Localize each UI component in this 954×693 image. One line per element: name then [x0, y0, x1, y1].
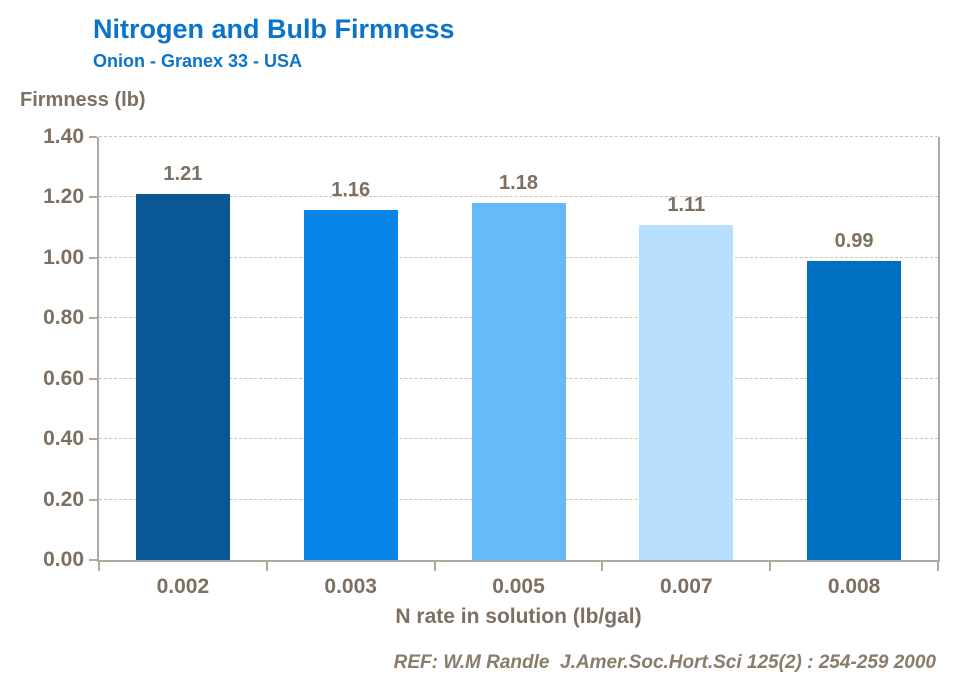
x-axis-tick: [265, 562, 268, 571]
y-axis-title: Firmness (lb): [20, 89, 146, 111]
chart-subtitle: Onion - Granex 33 - USA: [93, 51, 303, 71]
y-tick-label: 1.00: [43, 245, 84, 269]
x-tick-label: 0.005: [492, 575, 545, 598]
chart-title: Nitrogen and Bulb Firmness: [93, 14, 455, 44]
y-axis-tick: [89, 498, 97, 501]
y-axis-tick: [89, 377, 97, 380]
y-tick-label: 0.60: [43, 366, 84, 390]
bar-value-label: 1.21: [163, 163, 203, 186]
y-axis-tick: [89, 136, 97, 138]
x-tick-label: 0.007: [660, 575, 713, 598]
y-tick-label: 0.00: [43, 548, 84, 571]
x-axis-tick: [601, 562, 604, 571]
bar-value-label: 1.18: [499, 172, 538, 195]
bar-value-label: 1.11: [667, 193, 706, 216]
y-axis-tick: [89, 438, 97, 441]
x-axis-tick: [98, 562, 100, 571]
y-tick-label: 0.40: [43, 427, 84, 451]
bar: [639, 224, 734, 560]
bar: [303, 209, 398, 560]
bar: [471, 203, 566, 560]
bar-value-label: 0.99: [834, 229, 874, 252]
x-axis-tick: [937, 562, 939, 571]
x-tick-label: 0.002: [156, 575, 210, 598]
x-axis-title: N rate in solution (lb/gal): [395, 605, 642, 628]
gridline: [99, 196, 938, 198]
y-tick-label: 0.80: [43, 306, 84, 330]
bar-value-label: 1.16: [331, 178, 371, 201]
y-axis-tick: [89, 559, 97, 561]
y-axis-tick: [89, 317, 97, 320]
y-axis-tick: [89, 256, 97, 259]
y-axis-tick: [89, 196, 97, 199]
plot-area: [97, 137, 940, 562]
gridline: [99, 136, 938, 137]
y-tick-label: 1.40: [43, 125, 84, 148]
x-axis-tick: [769, 562, 772, 571]
x-axis-tick: [433, 562, 436, 571]
x-tick-label: 0.003: [324, 575, 377, 598]
x-tick-label: 0.008: [827, 575, 881, 598]
bar: [807, 260, 902, 560]
y-tick-label: 1.20: [43, 185, 84, 209]
bar: [135, 194, 230, 560]
y-tick-label: 0.20: [43, 487, 84, 511]
reference-text: REF: W.M Randle J.Amer.Soc.Hort.Sci 125(…: [393, 652, 936, 673]
